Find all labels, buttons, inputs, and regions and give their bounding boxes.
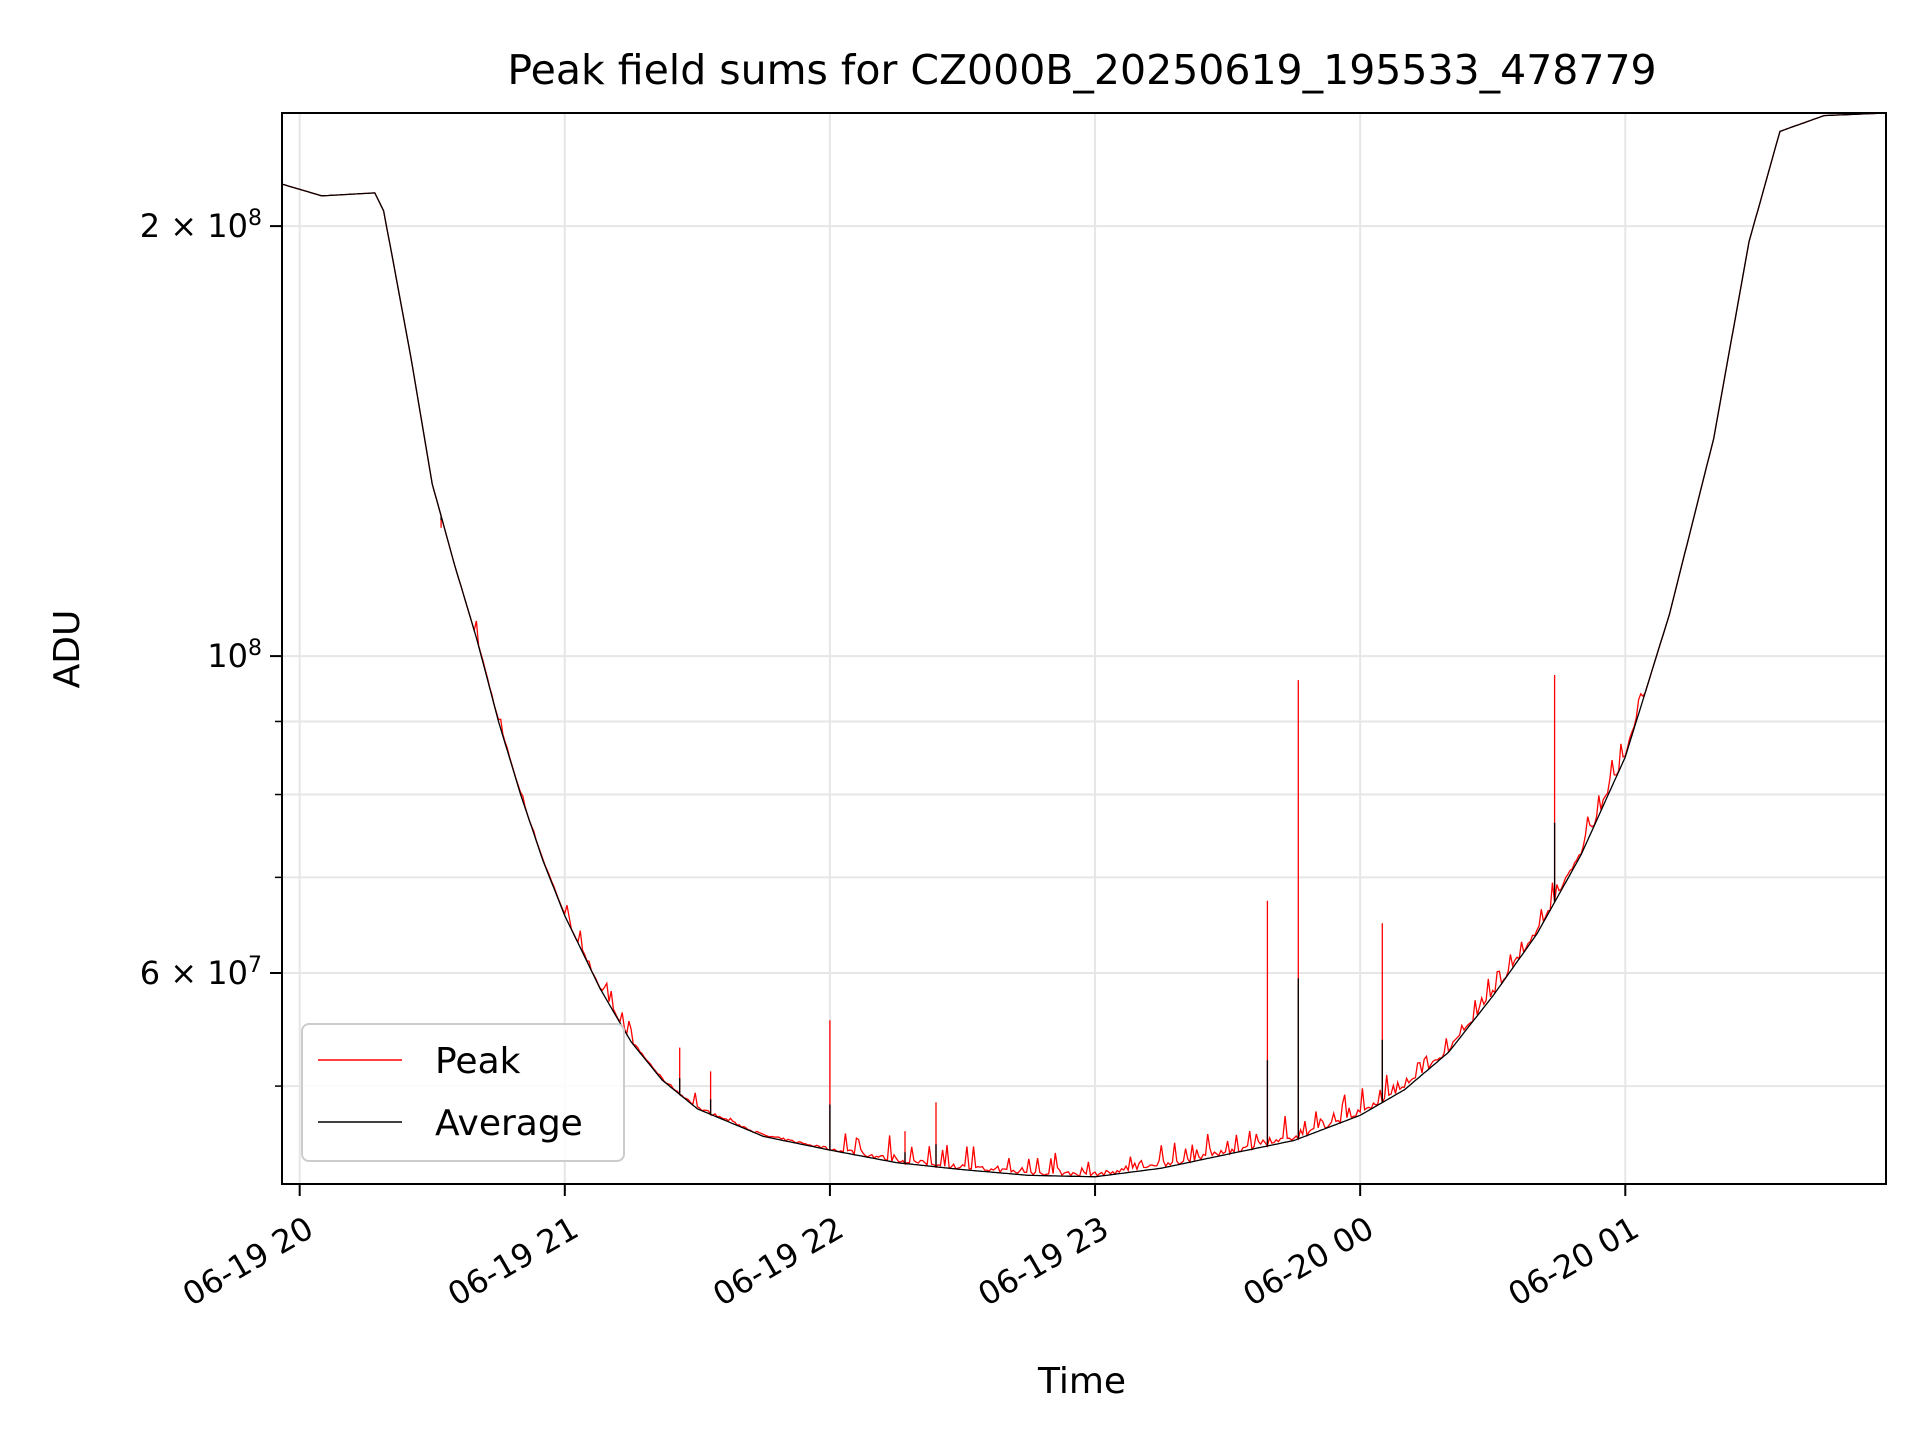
y-tick-label: 2 × 108 <box>140 206 262 246</box>
y-axis-label: ADU <box>47 610 88 689</box>
y-axis: 2 × 108 108 6 × 107 <box>140 206 282 1087</box>
legend-peak-label: Peak <box>435 1041 521 1082</box>
y-tick-label: 108 <box>207 636 262 676</box>
legend-box <box>301 1023 625 1162</box>
legend-average-label: Average <box>435 1103 583 1144</box>
legend: Peak Average <box>301 1023 625 1162</box>
y-tick-label: 6 × 107 <box>140 952 262 992</box>
plot-area <box>281 112 1887 1178</box>
x-axis-label: Time <box>1037 1361 1126 1402</box>
axes-frame <box>281 112 1887 1185</box>
grid <box>282 113 1886 1184</box>
chart-title: Peak field sums for CZ000B_20250619_1955… <box>507 46 1656 94</box>
series-line-average <box>281 112 1887 1178</box>
